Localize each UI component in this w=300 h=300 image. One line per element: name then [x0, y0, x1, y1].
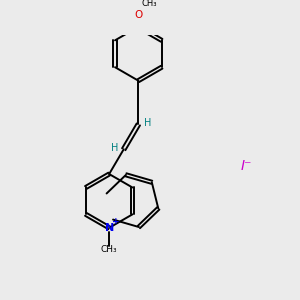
- Text: CH₃: CH₃: [101, 245, 118, 254]
- Text: H: H: [144, 118, 152, 128]
- Text: CH₃: CH₃: [142, 0, 157, 8]
- Text: +: +: [112, 217, 119, 226]
- Text: H: H: [111, 143, 118, 153]
- Text: N: N: [104, 223, 114, 233]
- Text: I⁻: I⁻: [241, 159, 252, 173]
- Text: O: O: [134, 10, 142, 20]
